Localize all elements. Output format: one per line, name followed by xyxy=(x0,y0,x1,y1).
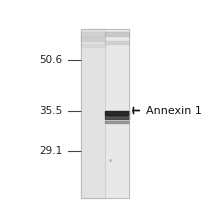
Text: 35.5: 35.5 xyxy=(39,106,63,116)
Bar xyxy=(105,121,129,123)
Bar xyxy=(81,29,105,198)
Bar xyxy=(81,44,105,47)
Bar xyxy=(105,116,129,119)
Text: 29.1: 29.1 xyxy=(39,146,63,156)
Bar xyxy=(105,41,129,44)
Text: Annexin 1: Annexin 1 xyxy=(146,106,201,116)
Bar xyxy=(81,37,105,41)
Bar xyxy=(81,29,129,198)
Bar xyxy=(81,29,129,198)
Text: 50.6: 50.6 xyxy=(40,55,63,65)
Bar xyxy=(105,110,129,115)
Bar xyxy=(81,32,105,36)
Bar xyxy=(105,32,129,36)
